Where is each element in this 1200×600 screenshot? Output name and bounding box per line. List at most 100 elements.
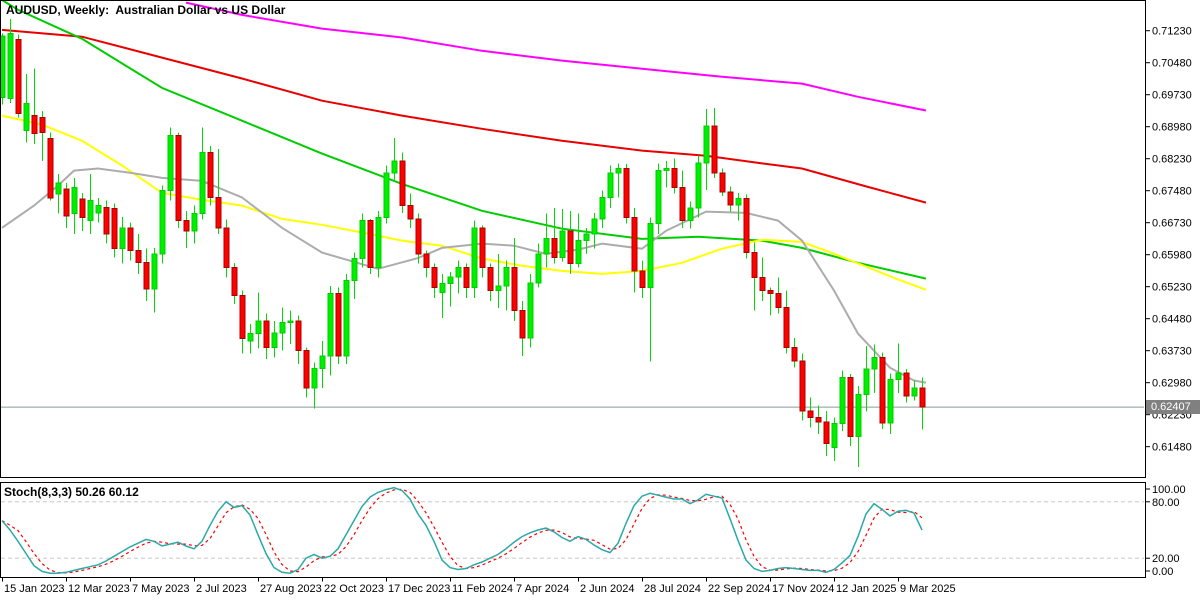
candle xyxy=(311,362,318,409)
candle xyxy=(55,174,62,214)
candle xyxy=(271,320,278,358)
candle xyxy=(799,353,806,421)
svg-text:0.69730: 0.69730 xyxy=(1152,90,1192,102)
candle xyxy=(87,174,94,234)
candle xyxy=(1,33,6,105)
svg-text:11 Feb 2024: 11 Feb 2024 xyxy=(452,583,513,595)
candle xyxy=(71,177,78,234)
candle xyxy=(759,257,766,301)
candle xyxy=(343,273,350,364)
candle xyxy=(63,183,70,228)
candle xyxy=(183,210,190,248)
svg-text:7 May 2023: 7 May 2023 xyxy=(132,583,189,595)
candle xyxy=(807,397,814,428)
candle xyxy=(39,110,46,161)
panel-divider[interactable] xyxy=(0,477,1145,483)
time-axis[interactable]: 15 Jan 2023 12 Mar 2023 7 May 2023 2 Jul 20… xyxy=(2,577,956,596)
candlestick-series xyxy=(1,18,926,468)
chart-title: AUDUSD, Weekly: Australian Dollar vs US … xyxy=(6,3,286,17)
candle xyxy=(367,218,374,274)
candle xyxy=(887,373,894,434)
candle xyxy=(855,386,862,468)
candle xyxy=(743,194,750,259)
candle xyxy=(255,292,262,349)
candle xyxy=(447,271,454,307)
svg-text:12 Mar 2023: 12 Mar 2023 xyxy=(68,583,130,595)
svg-text:100.00: 100.00 xyxy=(1152,484,1186,496)
candle xyxy=(903,369,910,403)
candle xyxy=(503,260,510,311)
candle xyxy=(319,340,326,388)
candle xyxy=(567,210,574,274)
svg-text:0.68230: 0.68230 xyxy=(1152,154,1192,166)
candle xyxy=(687,201,694,229)
candle xyxy=(487,263,494,301)
svg-text:0.61480: 0.61480 xyxy=(1152,442,1192,454)
candle xyxy=(287,310,294,344)
candle xyxy=(439,273,446,318)
indicator-label: Stoch(8,3,3) 50.26 60.12 xyxy=(4,485,139,499)
ma-green xyxy=(1,1,927,280)
svg-text:20.00: 20.00 xyxy=(1152,553,1180,565)
candle xyxy=(375,210,382,278)
candle xyxy=(511,238,518,321)
candle xyxy=(879,352,886,429)
candle xyxy=(231,262,238,304)
candle xyxy=(847,374,854,446)
candle xyxy=(615,163,622,198)
svg-text:28 Jul 2024: 28 Jul 2024 xyxy=(644,583,701,595)
candle xyxy=(815,405,822,434)
candle xyxy=(647,217,654,362)
candle xyxy=(543,213,550,268)
candle xyxy=(135,233,142,274)
candle xyxy=(15,34,22,118)
ma-magenta xyxy=(185,1,927,112)
candle xyxy=(911,380,918,401)
candle xyxy=(175,132,182,228)
candle xyxy=(527,273,534,348)
candle xyxy=(583,227,590,254)
candle xyxy=(423,250,430,278)
svg-text:0.65230: 0.65230 xyxy=(1152,282,1192,294)
candle xyxy=(775,277,782,314)
candle xyxy=(407,193,414,228)
candle xyxy=(839,370,846,431)
ma-gray xyxy=(1,167,927,384)
svg-text:0.71230: 0.71230 xyxy=(1152,26,1192,38)
candle xyxy=(159,185,166,264)
svg-text:0.70480: 0.70480 xyxy=(1152,58,1192,70)
candle xyxy=(751,242,758,311)
candle xyxy=(631,207,638,293)
svg-text:80.00: 80.00 xyxy=(1152,497,1180,509)
svg-text:0.00: 0.00 xyxy=(1152,566,1173,578)
candle xyxy=(607,165,614,208)
svg-text:27 Aug 2023: 27 Aug 2023 xyxy=(260,583,322,595)
candle xyxy=(559,209,566,262)
candle xyxy=(863,345,870,412)
candle xyxy=(215,148,222,234)
candle xyxy=(479,225,486,278)
svg-text:0.63730: 0.63730 xyxy=(1152,346,1192,358)
candle xyxy=(199,127,206,220)
candle xyxy=(735,192,742,221)
current-price-tag: 0.62407 xyxy=(1146,400,1200,414)
candle xyxy=(727,186,734,213)
candle xyxy=(167,127,174,201)
candle xyxy=(415,213,422,264)
candle xyxy=(295,315,302,364)
candle xyxy=(695,155,702,218)
candle xyxy=(31,68,38,144)
candle xyxy=(719,168,726,196)
candle xyxy=(327,285,334,376)
candle xyxy=(359,213,366,268)
price-axis[interactable]: 0.71230 0.70480 0.69730 0.68980 0.68230 0.674… xyxy=(1145,26,1192,454)
candle xyxy=(679,170,686,228)
candle xyxy=(223,219,230,278)
svg-text:0.67480: 0.67480 xyxy=(1152,186,1192,198)
candle xyxy=(7,18,14,103)
candle xyxy=(831,417,838,461)
svg-text:17 Dec 2023: 17 Dec 2023 xyxy=(388,583,450,595)
candle xyxy=(655,163,662,234)
